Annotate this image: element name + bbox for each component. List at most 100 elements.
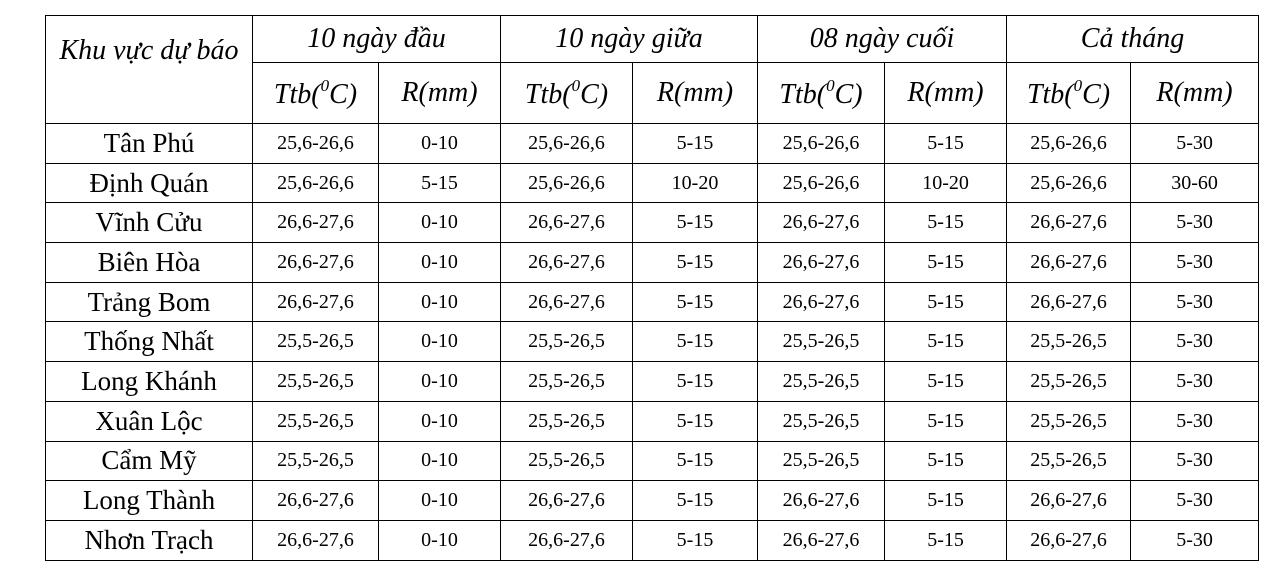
cell: 5-30 [1130, 361, 1260, 402]
cell: 25,5-26,5 [1006, 440, 1132, 482]
cell: 25,5-26,5 [757, 361, 886, 402]
cell: 26,6-27,6 [252, 202, 379, 244]
cell: 5-15 [631, 480, 759, 521]
cell: 25,5-26,5 [1006, 361, 1132, 402]
subheader-sup: 0 [1073, 75, 1083, 95]
data-row: Trảng Bom 26,6-27,6 0-10 26,6-27,6 5-15 26,6-… [45, 281, 1260, 323]
cell: 26,6-27,6 [757, 480, 886, 521]
cell: 26,6-27,6 [252, 281, 379, 323]
cell: 5-15 [884, 123, 1008, 164]
cell: 25,5-26,5 [757, 321, 886, 363]
cell: 25,6-26,6 [1006, 123, 1132, 164]
subheader: Ttb(0C) [252, 62, 379, 124]
cell: 25,6-26,6 [252, 162, 379, 204]
cell: 5-15 [884, 321, 1008, 363]
cell: 5-30 [1130, 123, 1260, 164]
data-row: Xuân Lộc 25,5-26,5 0-10 25,5-26,5 5-15 25,5-2… [45, 400, 1260, 442]
cell: 5-15 [884, 202, 1008, 244]
data-row: Long Khánh 25,5-26,5 0-10 25,5-26,5 5-15 25,5… [45, 361, 1260, 402]
subheader: R(mm) [631, 62, 759, 124]
corner-header: Khu vực dự báo [45, 15, 253, 124]
cell: 25,5-26,5 [252, 400, 379, 442]
cell: 26,6-27,6 [252, 242, 379, 283]
subheader-suffix: C) [1082, 78, 1111, 110]
cell: 30-60 [1130, 162, 1260, 204]
cell: 25,5-26,5 [252, 440, 379, 482]
cell: 26,6-27,6 [1006, 519, 1132, 561]
cell: 25,5-26,5 [500, 400, 633, 442]
data-row: Thống Nhất 25,5-26,5 0-10 25,5-26,5 5-15 25,5… [45, 321, 1260, 363]
area-name: Định Quán [45, 162, 253, 204]
cell: 26,6-27,6 [1006, 480, 1132, 521]
subheader: Ttb(0C) [500, 62, 633, 124]
cell: 25,5-26,5 [500, 361, 633, 402]
subheader-prefix: Ttb( [779, 78, 827, 110]
cell: 5-30 [1130, 321, 1260, 363]
cell: 5-15 [631, 361, 759, 402]
data-row: Long Thành 26,6-27,6 0-10 26,6-27,6 5-15 26,6… [45, 480, 1260, 521]
area-name: Biên Hòa [45, 242, 253, 283]
cell: 25,5-26,5 [757, 440, 886, 482]
subheader-row: Ttb(0C) R(mm) Ttb(0C) R(mm) Ttb(0C) R(mm) Ttb(… [46, 62, 1260, 124]
cell: 25,6-26,6 [757, 162, 886, 204]
cell: 25,5-26,5 [757, 400, 886, 442]
cell: 26,6-27,6 [757, 519, 886, 561]
cell: 26,6-27,6 [1006, 242, 1132, 283]
cell: 5-15 [631, 242, 759, 283]
cell: 5-15 [631, 400, 759, 442]
subheader-suffix: C) [580, 78, 609, 110]
cell: 26,6-27,6 [500, 202, 633, 244]
cell: 5-30 [1130, 480, 1260, 521]
data-row: Vĩnh Cửu 26,6-27,6 0-10 26,6-27,6 5-15 26,6-2… [45, 202, 1260, 244]
subheader-prefix: Ttb( [273, 78, 321, 110]
cell: 0-10 [378, 361, 501, 402]
cell: 5-30 [1130, 242, 1260, 283]
cell: 5-15 [884, 242, 1008, 283]
cell: 0-10 [378, 321, 501, 363]
cell: 5-15 [884, 361, 1008, 402]
subheader: R(mm) [884, 62, 1008, 124]
subheader: R(mm) [1130, 62, 1260, 124]
cell: 5-15 [884, 519, 1008, 561]
cell: 5-15 [884, 440, 1008, 482]
period-header: 10 ngày đầu [252, 15, 501, 63]
cell: 26,6-27,6 [252, 480, 379, 521]
subheader-prefix: Ttb( [524, 78, 572, 110]
cell: 0-10 [378, 480, 501, 521]
cell: 5-15 [631, 440, 759, 482]
data-row: Tân Phú 25,6-26,6 0-10 25,6-26,6 5-15 25,6-26… [45, 123, 1260, 164]
cell: 5-30 [1130, 202, 1260, 244]
cell: 0-10 [378, 123, 501, 164]
cell: 25,6-26,6 [252, 123, 379, 164]
subheader-suffix: C) [834, 78, 863, 110]
cell: 0-10 [378, 400, 501, 442]
cell: 25,5-26,5 [252, 321, 379, 363]
area-name: Long Khánh [45, 361, 253, 402]
cell: 26,6-27,6 [500, 242, 633, 283]
cell: 25,5-26,5 [252, 361, 379, 402]
area-name: Cẩm Mỹ [45, 440, 253, 482]
cell: 25,6-26,6 [500, 162, 633, 204]
cell: 0-10 [378, 440, 501, 482]
subheader-sup: 0 [826, 75, 835, 95]
data-row: Cẩm Mỹ 25,5-26,5 0-10 25,5-26,5 5-15 25,5-26,… [45, 440, 1260, 482]
subheader: R(mm) [378, 62, 501, 124]
cell: 26,6-27,6 [500, 480, 633, 521]
area-name: Thống Nhất [45, 321, 253, 363]
data-row: Nhơn Trạch 26,6-27,6 0-10 26,6-27,6 5-15 26,6… [45, 519, 1260, 561]
cell: 5-30 [1130, 440, 1260, 482]
area-name: Long Thành [45, 480, 253, 521]
cell: 25,5-26,5 [500, 321, 633, 363]
cell: 5-15 [884, 480, 1008, 521]
cell: 5-15 [884, 281, 1008, 323]
subheader-prefix: Ttb( [1026, 78, 1074, 110]
cell: 25,6-26,6 [757, 123, 886, 164]
cell: 5-15 [631, 321, 759, 363]
cell: 25,6-26,6 [1006, 162, 1132, 204]
cell: 5-15 [631, 519, 759, 561]
cell: 26,6-27,6 [500, 519, 633, 561]
area-name: Nhơn Trạch [45, 519, 253, 561]
area-name: Xuân Lộc [45, 400, 253, 442]
cell: 25,5-26,5 [500, 440, 633, 482]
